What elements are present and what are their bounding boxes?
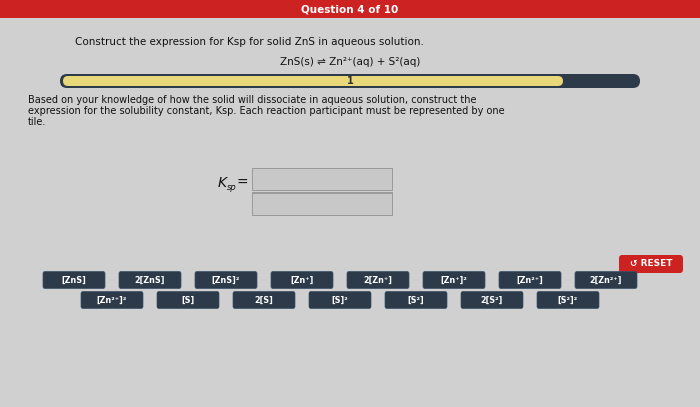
Text: [ZnS]: [ZnS] (62, 276, 86, 284)
Text: [ZnS]²: [ZnS]² (212, 276, 240, 284)
FancyBboxPatch shape (60, 74, 640, 88)
FancyBboxPatch shape (119, 271, 181, 289)
Text: 1: 1 (346, 76, 354, 86)
FancyBboxPatch shape (423, 271, 485, 289)
Text: K: K (218, 176, 227, 190)
Text: Question 4 of 10: Question 4 of 10 (302, 4, 398, 14)
Text: =: = (237, 176, 248, 190)
Text: 2[S]: 2[S] (255, 295, 274, 304)
Text: 2[S²]: 2[S²] (481, 295, 503, 304)
FancyBboxPatch shape (252, 168, 392, 190)
Text: 2[Zn²⁺]: 2[Zn²⁺] (589, 276, 622, 284)
FancyBboxPatch shape (499, 271, 561, 289)
Text: Based on your knowledge of how the solid will dissociate in aqueous solution, co: Based on your knowledge of how the solid… (28, 95, 477, 105)
FancyBboxPatch shape (461, 291, 523, 309)
Text: 2[ZnS]: 2[ZnS] (134, 276, 165, 284)
Text: Construct the expression for Ksp for solid ZnS in aqueous solution.: Construct the expression for Ksp for sol… (75, 37, 424, 47)
FancyBboxPatch shape (385, 291, 447, 309)
Text: ↺ RESET: ↺ RESET (630, 260, 672, 269)
FancyBboxPatch shape (271, 271, 333, 289)
Text: [S²]²: [S²]² (558, 295, 578, 304)
FancyBboxPatch shape (619, 255, 683, 273)
Text: 2[Zn⁺]: 2[Zn⁺] (363, 276, 393, 284)
Text: [Zn⁺]²: [Zn⁺]² (440, 276, 468, 284)
FancyBboxPatch shape (233, 291, 295, 309)
Text: [Zn²⁺]²: [Zn²⁺]² (97, 295, 127, 304)
Text: [Zn²⁺]: [Zn²⁺] (517, 276, 543, 284)
Text: expression for the solubility constant, Ksp. Each reaction participant must be r: expression for the solubility constant, … (28, 106, 505, 116)
FancyBboxPatch shape (81, 291, 143, 309)
FancyBboxPatch shape (347, 271, 409, 289)
Text: tile.: tile. (28, 117, 46, 127)
Bar (0, 0, 700, 18)
FancyBboxPatch shape (43, 271, 105, 289)
Text: [Zn⁺]: [Zn⁺] (290, 276, 314, 284)
Text: ZnS(s) ⇌ Zn²⁺(aq) + S²(aq): ZnS(s) ⇌ Zn²⁺(aq) + S²(aq) (280, 57, 420, 67)
Text: [S]: [S] (181, 295, 195, 304)
FancyBboxPatch shape (195, 271, 257, 289)
FancyBboxPatch shape (63, 76, 563, 86)
Text: [S²]: [S²] (407, 295, 424, 304)
Text: [S]²: [S]² (332, 295, 349, 304)
FancyBboxPatch shape (537, 291, 599, 309)
FancyBboxPatch shape (252, 193, 392, 215)
FancyBboxPatch shape (157, 291, 219, 309)
FancyBboxPatch shape (309, 291, 371, 309)
FancyBboxPatch shape (575, 271, 637, 289)
Text: sp: sp (227, 182, 237, 192)
